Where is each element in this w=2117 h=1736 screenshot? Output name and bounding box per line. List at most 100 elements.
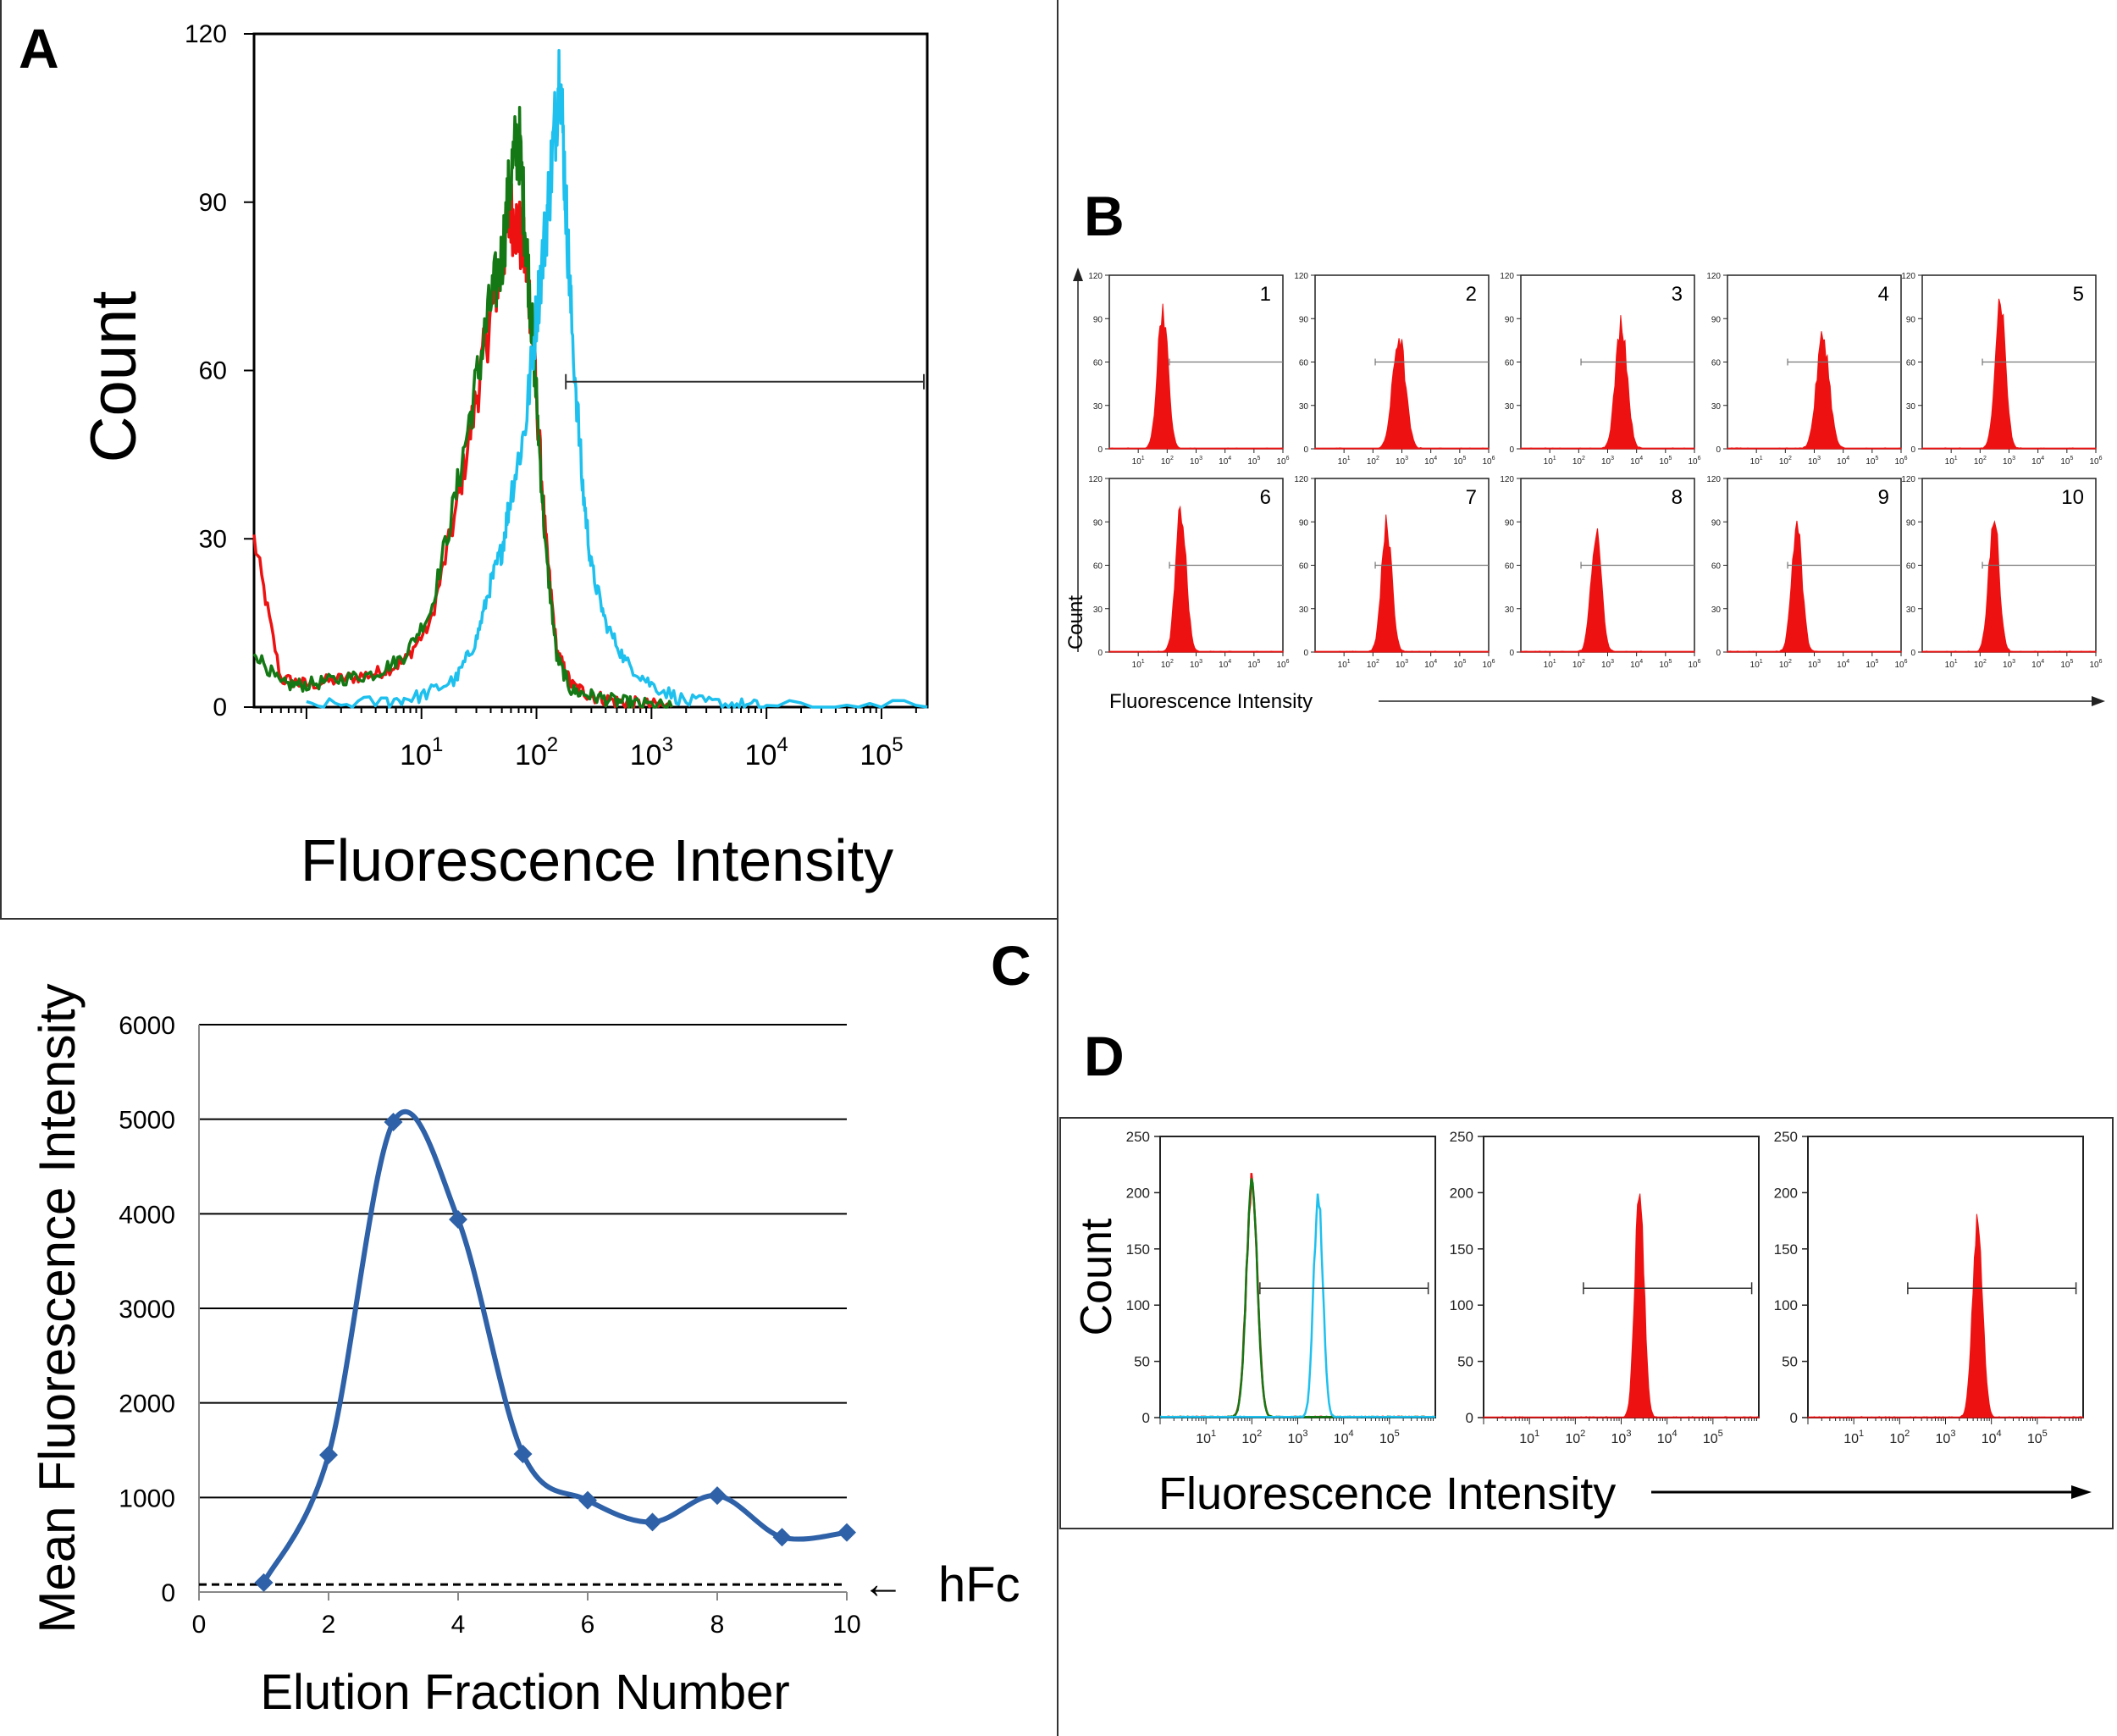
b-x-tick-label: 104 xyxy=(1219,456,1231,467)
b-y-tick-label: 60 xyxy=(1505,562,1515,572)
b-histogram-number: 7 xyxy=(1466,486,1477,509)
b-y-tick-label: 30 xyxy=(1711,605,1722,615)
b-x-tick-base: 10 xyxy=(1573,661,1583,670)
b-y-tick-label: 30 xyxy=(1505,605,1515,615)
b-x-tick-label: 101 xyxy=(1750,456,1763,467)
b-x-tick-label: 103 xyxy=(2003,456,2015,467)
b-y-tick-label: 60 xyxy=(1299,359,1309,368)
b-x-tick-base: 10 xyxy=(1424,457,1434,467)
b-x-tick-base: 10 xyxy=(1453,457,1463,467)
b-histogram-number: 5 xyxy=(2073,283,2084,306)
d-histogram-fill-red xyxy=(1483,1193,1760,1418)
d-y-tick-label: 250 xyxy=(1774,1129,1798,1145)
b-y-tick-label: 60 xyxy=(1906,359,1916,368)
b-x-tick-label: 104 xyxy=(1837,659,1849,670)
d-x-tick-label: 101 xyxy=(1196,1429,1216,1446)
b-y-tick-label: 120 xyxy=(1294,475,1308,484)
b-x-tick-exponent: 6 xyxy=(2099,456,2103,462)
c-reference-label: hFc xyxy=(938,1557,1020,1612)
b-x-tick-label: 103 xyxy=(1396,456,1408,467)
b-x-tick-label: 104 xyxy=(1630,659,1643,670)
b-histogram-number: 3 xyxy=(1672,283,1683,306)
b-x-tick-label: 101 xyxy=(1544,456,1556,467)
d-x-tick-label: 105 xyxy=(1379,1429,1400,1446)
b-x-tick-base: 10 xyxy=(1219,457,1229,467)
b-x-tick-exponent: 5 xyxy=(1875,659,1878,665)
d-x-tick-exponent: 3 xyxy=(1950,1429,1955,1439)
d-x-tick-label: 103 xyxy=(1936,1429,1956,1446)
b-x-tick-label: 106 xyxy=(1482,659,1495,670)
d-x-tick-base: 10 xyxy=(1241,1432,1257,1446)
c-y-tick-label: 0 xyxy=(161,1579,175,1607)
d-x-tick-base: 10 xyxy=(1565,1432,1580,1446)
b-x-tick-exponent: 4 xyxy=(1846,456,1849,462)
b-x-tick-label: 102 xyxy=(1779,456,1792,467)
d-y-axis-label: Count xyxy=(1072,1218,1121,1335)
b-y-axis-arrow-head xyxy=(1073,268,1083,281)
b-x-tick-label: 102 xyxy=(1367,456,1379,467)
b-y-tick-label: 60 xyxy=(1711,562,1722,572)
b-x-tick-label: 103 xyxy=(1808,456,1821,467)
b-y-tick-label: 90 xyxy=(1906,518,1916,528)
c-data-point xyxy=(772,1528,792,1547)
b-x-tick-exponent: 3 xyxy=(1199,659,1202,665)
b-x-tick-exponent: 1 xyxy=(1760,456,1763,462)
a-x-tick-exponent: 2 xyxy=(547,733,558,756)
b-x-tick-label: 105 xyxy=(2060,456,2073,467)
b-x-tick-exponent: 4 xyxy=(1434,659,1437,665)
b-x-tick-exponent: 4 xyxy=(1228,456,1231,462)
d-y-tick-label: 50 xyxy=(1782,1354,1798,1370)
panel-c-line-chart: 0 1000 2000 3000 4000 5000 6000 0 2 4 6 8 10 Mean Flu… xyxy=(29,983,1020,1720)
b-x-tick-label: 105 xyxy=(1247,456,1260,467)
a-x-axis-label: Fluorescence Intensity xyxy=(301,827,893,893)
a-x-tick-exponent: 1 xyxy=(432,733,443,756)
d-x-tick-exponent: 4 xyxy=(1997,1429,2002,1439)
b-y-tick-label: 120 xyxy=(1901,272,1915,281)
d-x-tick-base: 10 xyxy=(1334,1432,1349,1446)
b-x-tick-label: 106 xyxy=(1482,456,1495,467)
b-x-tick-label: 104 xyxy=(1424,456,1437,467)
b-x-tick-base: 10 xyxy=(1779,661,1789,670)
b-x-tick-label: 104 xyxy=(1219,659,1231,670)
d-x-tick-base: 10 xyxy=(1982,1432,1997,1446)
d-x-tick-exponent: 4 xyxy=(1672,1429,1678,1439)
a-x-tick-base: 10 xyxy=(630,739,662,771)
d-x-tick-label: 102 xyxy=(1565,1429,1585,1446)
a-x-tick-exponent: 4 xyxy=(777,733,788,756)
a-plot-frame xyxy=(252,32,929,709)
c-x-tick-label: 8 xyxy=(710,1611,725,1639)
b-x-tick-label: 106 xyxy=(1894,456,1907,467)
b-x-tick-label: 102 xyxy=(1573,456,1585,467)
b-y-tick-label: 60 xyxy=(1711,359,1722,368)
b-y-tick-label: 0 xyxy=(1509,445,1514,455)
c-y-tick-label: 3000 xyxy=(119,1296,175,1324)
a-x-tick-label: 103 xyxy=(630,733,673,771)
b-histogram-number: 1 xyxy=(1260,283,1271,306)
b-x-tick-base: 10 xyxy=(1367,661,1377,670)
b-y-tick-label: 30 xyxy=(1093,605,1103,615)
d-x-tick-exponent: 4 xyxy=(1349,1429,1354,1439)
b-x-tick-exponent: 1 xyxy=(1141,659,1145,665)
b-x-tick-base: 10 xyxy=(1544,457,1554,467)
b-x-tick-exponent: 1 xyxy=(1954,456,1958,462)
a-x-tick-label: 104 xyxy=(745,733,788,771)
b-histogram-fill xyxy=(1314,514,1490,653)
b-x-tick-exponent: 1 xyxy=(1347,659,1351,665)
a-x-tick-base: 10 xyxy=(860,739,892,771)
b-x-tick-base: 10 xyxy=(1132,457,1142,467)
b-x-tick-label: 101 xyxy=(1750,659,1763,670)
b-x-tick-label: 103 xyxy=(1601,456,1614,467)
b-x-tick-label: 106 xyxy=(1276,456,1289,467)
b-x-tick-base: 10 xyxy=(1659,457,1669,467)
b-x-tick-exponent: 1 xyxy=(1347,456,1351,462)
c-y-tick-label: 1000 xyxy=(119,1484,175,1512)
b-x-tick-label: 102 xyxy=(1974,456,1987,467)
b-y-tick-label: 90 xyxy=(1505,518,1515,528)
panel-label-c: C xyxy=(991,934,1031,997)
b-x-tick-base: 10 xyxy=(1837,457,1847,467)
b-y-tick-label: 90 xyxy=(1505,315,1515,324)
c-data-point xyxy=(254,1573,274,1592)
